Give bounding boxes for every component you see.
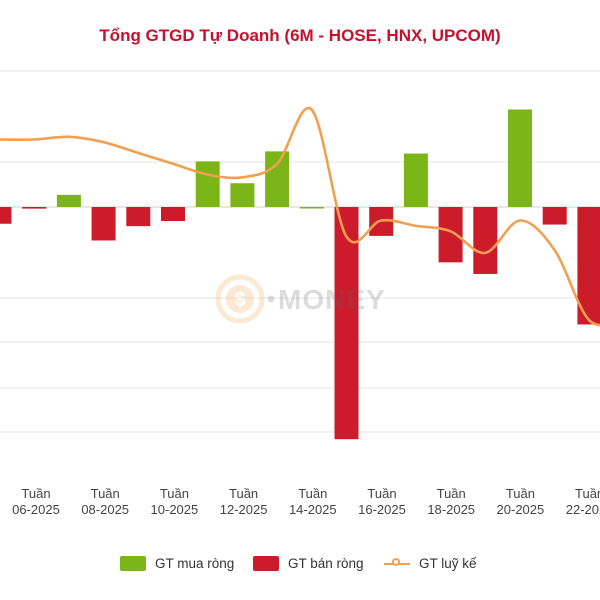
legend-item-buy[interactable]: GT mua ròng <box>120 551 234 575</box>
bar-net-sell <box>126 207 151 227</box>
x-tick-label-line1: Tuần <box>367 486 396 501</box>
smoney-logo-icon: $ MONEY <box>215 274 386 324</box>
legend-buy-label: GT mua ròng <box>155 555 235 571</box>
x-tick-label-line2: 22-2025 <box>566 502 600 517</box>
legend-cumulative-label: GT luỹ kế <box>419 555 477 571</box>
bar-net-sell <box>438 207 463 263</box>
svg-text:MONEY: MONEY <box>278 284 386 315</box>
legend-item-cumulative[interactable]: GT luỹ kế <box>384 551 477 575</box>
legend-item-sell[interactable]: GT bán ròng <box>253 551 364 575</box>
bar-net-buy <box>508 109 532 207</box>
bar-net-sell <box>542 207 567 225</box>
sell-swatch <box>253 555 279 571</box>
x-tick-label-line1: Tuần <box>506 486 535 501</box>
bar-net-sell <box>91 207 116 241</box>
svg-text:$: $ <box>234 289 245 311</box>
x-tick-label-line1: Tuần <box>575 486 600 501</box>
legend-sell-label: GT bán ròng <box>288 555 364 571</box>
bar-net-sell <box>473 207 498 274</box>
chart-legend: GT mua ròng GT bán ròng GT luỹ kế <box>0 551 600 575</box>
bar-net-sell <box>161 207 185 222</box>
x-tick-label-line1: Tuần <box>160 486 189 501</box>
x-tick-label-line1: Tuần <box>91 486 120 501</box>
x-tick-label-line1: Tuần <box>229 486 258 501</box>
chart-title: Tổng GTGD Tự Doanh (6M - HOSE, HNX, UPCO… <box>99 26 501 45</box>
bar-net-buy <box>56 194 81 207</box>
x-tick-label-line2: 10-2025 <box>151 502 199 517</box>
bar-net-sell <box>0 207 12 224</box>
x-tick-label-line2: 20-2025 <box>497 502 545 517</box>
x-tick-label-line2: 06-2025 <box>12 502 60 517</box>
bar-net-sell <box>22 207 47 209</box>
bar-net-sell <box>334 207 359 440</box>
x-tick-label-line2: 08-2025 <box>81 502 129 517</box>
x-tick-label-line1: Tuần <box>437 486 466 501</box>
bar-net-buy <box>265 151 290 207</box>
x-tick-label-line2: 14-2025 <box>289 502 337 517</box>
smoney-watermark: $ MONEY <box>208 264 408 334</box>
cumulative-line <box>0 106 600 327</box>
x-tick-label-line2: 16-2025 <box>358 502 406 517</box>
bar-net-buy <box>403 153 428 207</box>
bar-net-buy <box>195 161 220 207</box>
buy-swatch <box>120 555 146 571</box>
x-tick-label-line2: 12-2025 <box>220 502 268 517</box>
x-tick-label-line1: Tuần <box>298 486 327 501</box>
bar-net-buy <box>230 183 255 207</box>
cumulative-swatch <box>384 556 410 571</box>
bar-net-sell <box>577 207 600 325</box>
x-tick-label-line2: 18-2025 <box>427 502 475 517</box>
bar-net-buy <box>299 207 324 209</box>
x-tick-label-line1: Tuần <box>21 486 50 501</box>
